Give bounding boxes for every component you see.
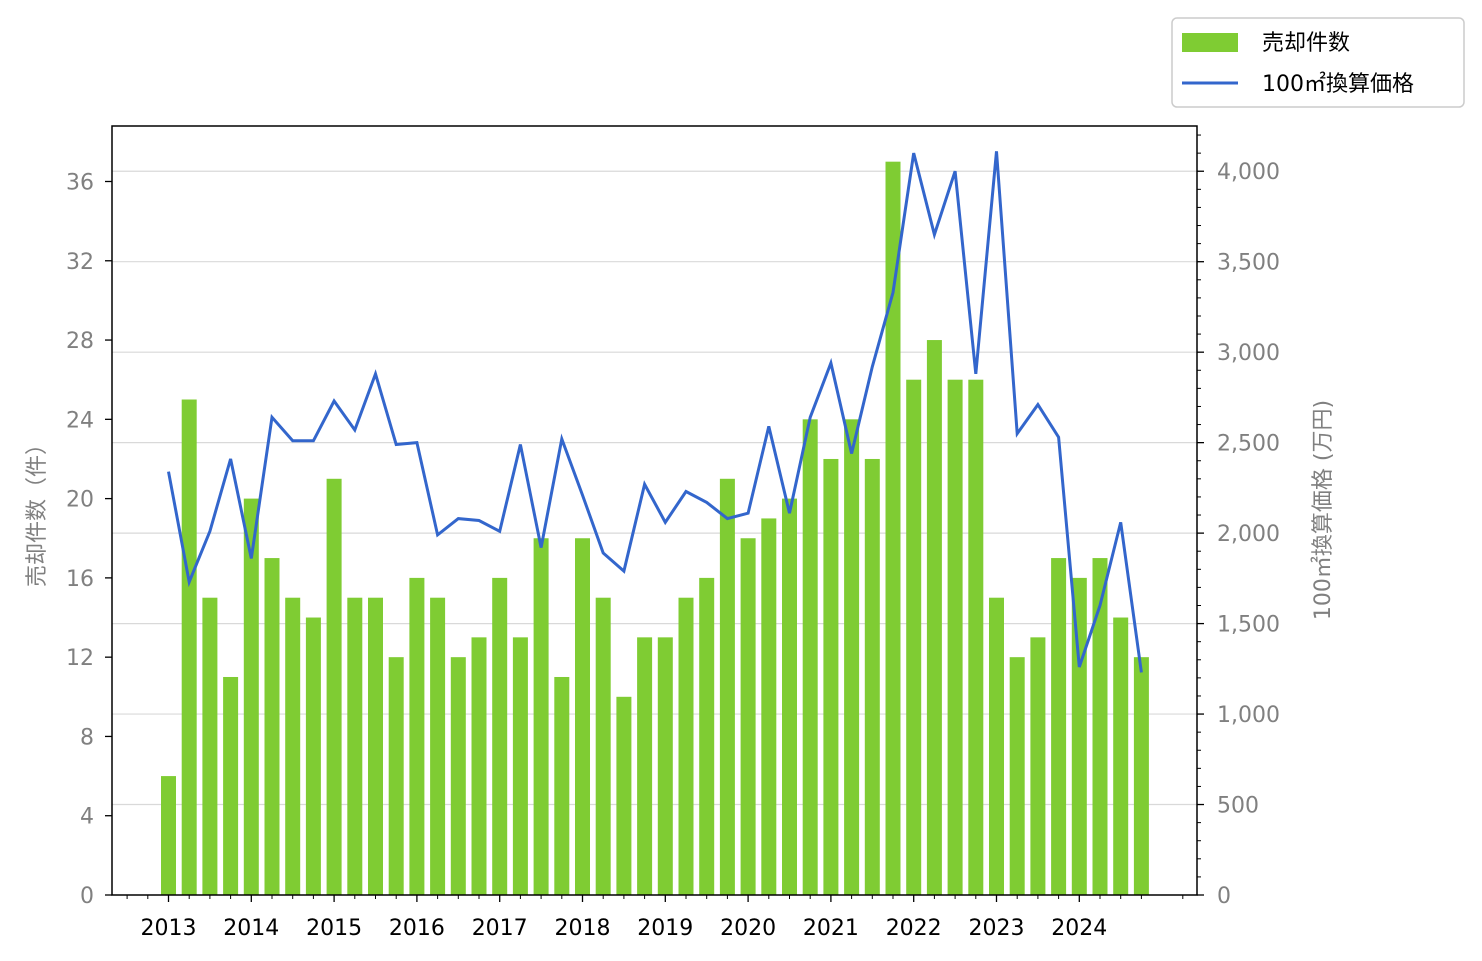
left-tick-label: 24 bbox=[66, 408, 94, 433]
x-tick-label: 2021 bbox=[803, 916, 859, 941]
bar bbox=[326, 478, 342, 895]
bar bbox=[1009, 657, 1025, 895]
right-axis-title: 100㎡換算価格 (万円) bbox=[1310, 400, 1336, 620]
x-tick-label: 2016 bbox=[389, 916, 445, 941]
bar bbox=[844, 419, 860, 895]
bar bbox=[719, 478, 735, 895]
bar bbox=[285, 597, 301, 895]
bar bbox=[926, 340, 942, 896]
right-tick-label: 3,000 bbox=[1217, 341, 1280, 366]
right-tick-label: 4,000 bbox=[1217, 160, 1280, 185]
x-tick-label: 2017 bbox=[472, 916, 528, 941]
right-axis: 0 500 1,000 1,500 2,000 2,500 3,000 3,500 4,000 bbox=[1197, 134, 1280, 909]
bar bbox=[223, 676, 239, 895]
price-line bbox=[167, 151, 1143, 673]
bar bbox=[1113, 617, 1129, 895]
left-tick-label: 0 bbox=[80, 884, 94, 909]
left-axis: 0 4 8 12 16 20 24 28 32 36 bbox=[66, 170, 112, 909]
right-tick-label: 2,500 bbox=[1217, 432, 1280, 457]
bar bbox=[409, 577, 425, 895]
left-tick-label: 32 bbox=[66, 250, 94, 275]
left-tick-label: 4 bbox=[80, 805, 94, 830]
bar bbox=[864, 458, 880, 895]
bar bbox=[181, 399, 197, 895]
bar bbox=[616, 696, 632, 895]
bar bbox=[512, 637, 528, 895]
bar bbox=[802, 419, 818, 895]
bar bbox=[1092, 558, 1108, 895]
right-tick-label: 3,500 bbox=[1217, 251, 1280, 276]
left-tick-label: 28 bbox=[66, 329, 94, 354]
legend-label-line: 100㎡換算価格 bbox=[1262, 71, 1414, 97]
bar bbox=[471, 637, 487, 895]
x-tick-label: 2022 bbox=[886, 916, 942, 941]
x-tick-label: 2024 bbox=[1051, 916, 1107, 941]
x-tick-label: 2015 bbox=[306, 916, 362, 941]
bar bbox=[989, 597, 1004, 895]
x-tick-label: 2019 bbox=[637, 916, 693, 941]
bar bbox=[1030, 637, 1046, 895]
left-tick-label: 8 bbox=[80, 725, 94, 750]
right-tick-label: 500 bbox=[1217, 794, 1259, 819]
bar bbox=[823, 458, 839, 895]
left-tick-label: 20 bbox=[66, 488, 94, 513]
bar bbox=[657, 637, 673, 895]
bar bbox=[161, 776, 176, 895]
bar bbox=[243, 498, 259, 895]
bar bbox=[595, 597, 611, 895]
bar bbox=[1071, 577, 1087, 895]
x-tick-label: 2018 bbox=[555, 916, 611, 941]
legend: 売却件数 100㎡換算価格 bbox=[1171, 17, 1465, 108]
bar bbox=[1133, 657, 1149, 895]
left-tick-label: 12 bbox=[66, 646, 94, 671]
right-tick-label: 0 bbox=[1217, 884, 1231, 909]
x-tick-label: 2020 bbox=[720, 916, 776, 941]
bar bbox=[782, 498, 797, 895]
bar bbox=[761, 518, 777, 895]
bar bbox=[947, 379, 963, 895]
bar bbox=[492, 577, 508, 895]
legend-label-bars: 売却件数 bbox=[1262, 31, 1350, 56]
bar bbox=[347, 597, 363, 895]
right-tick-label: 1,000 bbox=[1217, 703, 1280, 728]
bar-series bbox=[161, 161, 1149, 896]
left-tick-label: 16 bbox=[66, 567, 94, 592]
bar bbox=[305, 617, 321, 895]
x-tick-label: 2014 bbox=[223, 916, 279, 941]
right-tick-label: 1,500 bbox=[1217, 613, 1280, 638]
bar bbox=[906, 379, 922, 895]
right-tick-label: 2,000 bbox=[1217, 522, 1280, 547]
x-tick-label: 2013 bbox=[141, 916, 197, 941]
bar bbox=[533, 538, 549, 895]
bar bbox=[554, 676, 570, 895]
plot-frame bbox=[111, 125, 1198, 896]
left-axis-title: 売却件数（件） bbox=[25, 433, 50, 587]
left-tick-label: 36 bbox=[66, 170, 94, 195]
bar bbox=[968, 379, 984, 895]
bar bbox=[388, 657, 404, 895]
bar bbox=[1051, 558, 1067, 895]
x-axis: 2013 2014 2015 2016 2017 2018 2019 2020 2021 2022… bbox=[126, 895, 1184, 941]
bar bbox=[575, 538, 590, 895]
legend-swatch-bars bbox=[1182, 33, 1238, 52]
bar bbox=[637, 637, 653, 895]
bar bbox=[368, 597, 383, 895]
x-tick-label: 2023 bbox=[969, 916, 1025, 941]
bar bbox=[202, 597, 218, 895]
bar bbox=[699, 577, 715, 895]
bar bbox=[678, 597, 694, 895]
bar bbox=[885, 161, 901, 895]
legend-box bbox=[1171, 17, 1465, 108]
line-series bbox=[167, 151, 1143, 673]
bar bbox=[264, 558, 280, 895]
bar bbox=[430, 597, 446, 895]
bar bbox=[450, 657, 466, 895]
bar bbox=[740, 538, 756, 895]
